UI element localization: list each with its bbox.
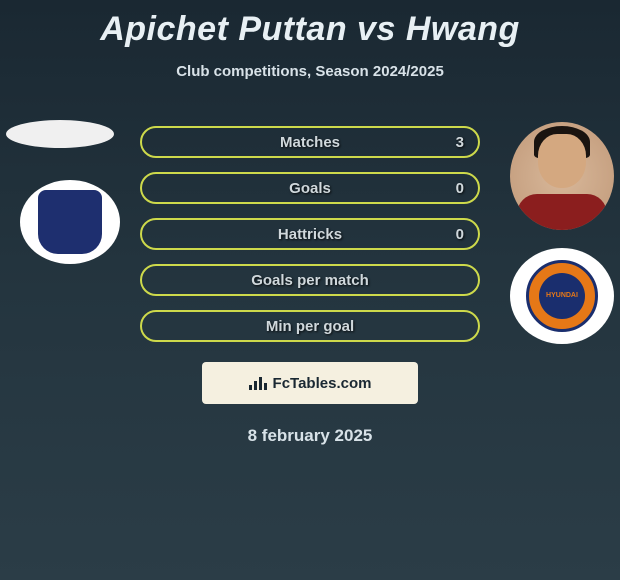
hyundai-crest-icon: HYUNDAI bbox=[526, 260, 598, 332]
stat-value-right: 0 bbox=[456, 226, 464, 243]
buriram-crest-icon bbox=[38, 190, 102, 254]
club-right-crest: HYUNDAI bbox=[510, 248, 614, 344]
page-title: Apichet Puttan vs Hwang bbox=[100, 10, 520, 49]
stat-label: Matches bbox=[142, 134, 478, 151]
stat-row-goals-per-match: Goals per match bbox=[140, 264, 480, 296]
player-left-placeholder bbox=[6, 120, 114, 148]
date-text: 8 february 2025 bbox=[248, 426, 373, 446]
avatar-head bbox=[538, 134, 586, 188]
stat-label: Min per goal bbox=[142, 318, 478, 335]
stat-value-right: 0 bbox=[456, 180, 464, 197]
club-left-crest bbox=[20, 180, 120, 264]
stat-label: Goals bbox=[142, 180, 478, 197]
stat-row-matches: Matches 3 bbox=[140, 126, 480, 158]
stat-label: Hattricks bbox=[142, 226, 478, 243]
subtitle: Club competitions, Season 2024/2025 bbox=[176, 63, 444, 80]
player-right-avatar bbox=[510, 122, 614, 230]
avatar-shoulders bbox=[517, 194, 607, 230]
stat-row-hattricks: Hattricks 0 bbox=[140, 218, 480, 250]
comparison-card: Apichet Puttan vs Hwang Club competition… bbox=[0, 0, 620, 580]
stat-label: Goals per match bbox=[142, 272, 478, 289]
stats-list: Matches 3 Goals 0 Hattricks 0 Goals per … bbox=[140, 126, 480, 342]
source-label: FcTables.com bbox=[273, 375, 372, 392]
chart-icon bbox=[249, 376, 267, 390]
stat-row-goals: Goals 0 bbox=[140, 172, 480, 204]
stat-value-right: 3 bbox=[456, 134, 464, 151]
stat-row-min-per-goal: Min per goal bbox=[140, 310, 480, 342]
source-badge[interactable]: FcTables.com bbox=[202, 362, 418, 404]
